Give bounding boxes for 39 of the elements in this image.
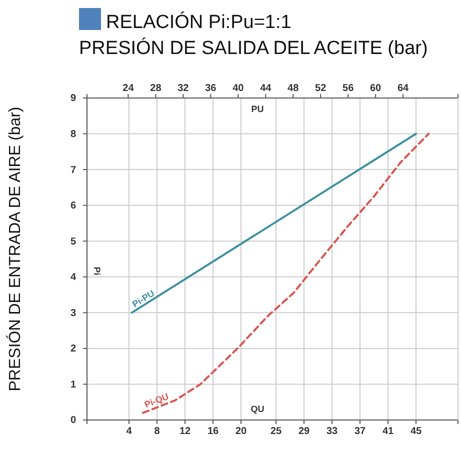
x2-tick-label: 36 [205,83,217,94]
x2-tick-label: 56 [342,83,354,94]
x-tick-label: 29 [298,426,310,438]
y-tick-label: 9 [70,93,76,104]
x-tick-label: 12 [179,426,191,438]
y-tick-label: 7 [70,164,76,176]
x2-tick-label: 28 [150,83,162,94]
y-tick-label: 0 [70,415,76,426]
x2-tick-label: 64 [397,83,410,94]
x2-tick-label: 32 [178,83,190,94]
x2-axis-title: PRESIÓN DE SALIDA DEL ACEITE (bar) [79,37,428,59]
annotation: PU [251,104,264,114]
x-tick-label: 20 [235,426,247,438]
y-axis-title: PRESIÓN DE ENTRADA DE AIRE (bar) [6,106,24,392]
x-tick-label: 4 [126,426,132,438]
x2-tick-label: 60 [370,83,382,94]
x2-tick-label: 48 [288,83,300,94]
x-tick-label: 16 [207,426,219,438]
chart-title: RELACIÓN Pi:Pu=1:1 [106,11,292,33]
y-tick-label: 6 [70,200,76,212]
y-tick-label: 5 [70,236,76,248]
x-tick-label: 45 [410,426,422,438]
x-tick-label: 25 [270,426,282,438]
x2-tick-label: 40 [232,83,244,94]
x2-tick-label: 24 [122,83,134,94]
x2-tick-label: 44 [260,83,272,94]
text: Pi-QU [143,391,170,410]
y-tick-label: 4 [70,272,76,284]
y-tick-label: 2 [70,344,76,355]
annotation: QU [250,404,264,414]
x-tick-label: 41 [382,426,394,438]
annotation: Pi [92,266,102,276]
x-tick-label: 33 [326,426,338,438]
y-tick-label: 1 [70,379,76,390]
x-tick-label: 37 [354,426,366,438]
x2-tick-label: 52 [315,83,327,94]
y-tick-label: 8 [70,128,76,140]
x-tick-label: 8 [154,426,160,438]
y-tick-label: 3 [70,308,76,319]
